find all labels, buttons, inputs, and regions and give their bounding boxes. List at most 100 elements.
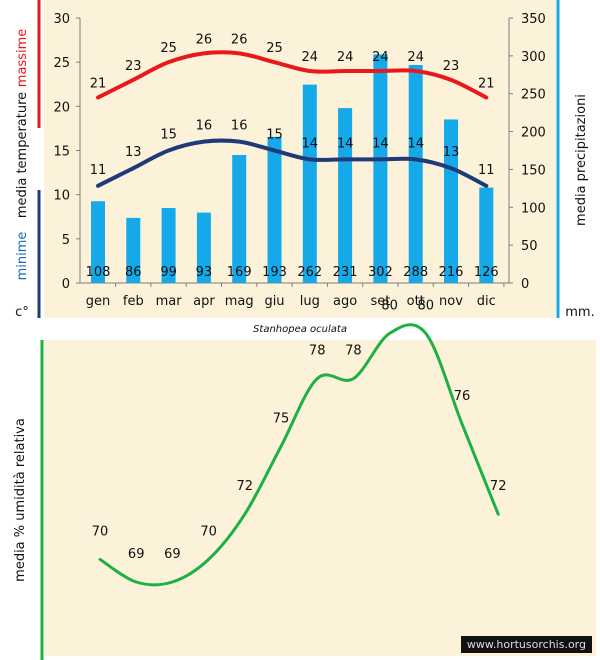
left-tick-label: 15 (53, 145, 70, 160)
max-temperature-label: 23 (125, 59, 142, 74)
min-temperature-label: 11 (478, 163, 495, 178)
humidity-axis-label: media % umidità relativa (13, 418, 28, 582)
x-tick-label: lug (300, 294, 320, 309)
max-temperature-label: 21 (90, 77, 107, 92)
precipitation-bar (373, 54, 388, 283)
x-tick-label: feb (123, 294, 144, 309)
min-temperature-label: 14 (302, 136, 319, 151)
max-temperature-label: 24 (372, 50, 389, 65)
humidity-label: 80 (418, 298, 435, 313)
precipitation-label: 99 (160, 265, 177, 280)
precipitation-label: 262 (297, 265, 322, 280)
precipitation-bar (196, 212, 211, 283)
min-temperature-label: 14 (407, 136, 424, 151)
humidity-label: 72 (490, 479, 507, 494)
min-temperature-label: 14 (372, 136, 389, 151)
max-temperature-label: 24 (302, 50, 319, 65)
max-temperature-label: 25 (266, 41, 283, 56)
right-tick-label: 150 (521, 163, 546, 178)
precipitation-label: 126 (474, 265, 499, 280)
precipitation-label: 193 (262, 265, 287, 280)
temperature-axis-label: media temperature (15, 92, 30, 218)
max-temperature-label: 26 (196, 32, 213, 47)
humidity-chart: media % umidità relativa 70 69 69 70 72 75 78 78… (13, 298, 506, 660)
precipitation-label: 288 (403, 265, 428, 280)
humidity-line (98, 323, 500, 587)
precipitation-bar (479, 187, 494, 283)
max-temperature-label: 24 (407, 50, 424, 65)
max-temperature-label: 23 (443, 59, 460, 74)
precipitation-bar (126, 217, 141, 283)
humidity-label: 70 (92, 524, 109, 539)
min-temperature-label: 13 (125, 145, 142, 160)
x-tick-label: nov (439, 294, 463, 309)
humidity-label: 69 (164, 547, 181, 562)
max-temperature-label: 26 (231, 32, 248, 47)
precipitation-label: 302 (368, 265, 393, 280)
precipitation-bar (302, 84, 317, 283)
precipitation-unit: mm. (565, 305, 594, 320)
x-tick-label: apr (193, 294, 215, 309)
x-tick-label: mar (156, 294, 183, 309)
precipitation-label: 216 (439, 265, 464, 280)
left-tick-label: 30 (53, 12, 70, 27)
humidity-label: 78 (345, 344, 362, 359)
precipitation-label: 169 (227, 265, 252, 280)
precipitation-bar (161, 208, 176, 283)
precipitation-label: 93 (196, 265, 213, 280)
humidity-label: 80 (381, 298, 398, 313)
watermark: www.hortusorchis.org (460, 636, 592, 653)
precipitation-bar (232, 155, 247, 283)
min-temperature-label: 13 (443, 145, 460, 160)
humidity-label: 78 (309, 344, 326, 359)
min-temperature-label: 16 (231, 119, 248, 134)
left-tick-label: 5 (62, 233, 70, 248)
humidity-label: 70 (200, 524, 217, 539)
humidity-label: 72 (237, 479, 254, 494)
right-tick-label: 350 (521, 12, 546, 27)
min-temperature-label: 16 (196, 119, 213, 134)
min-temperature-line (96, 138, 489, 188)
precipitation-label: 231 (333, 265, 358, 280)
x-tick-label: set (370, 294, 390, 309)
right-tick-label: 50 (521, 239, 538, 254)
left-tick-label: 20 (53, 100, 70, 115)
right-tick-label: 0 (521, 277, 529, 292)
x-tick-label: mag (225, 294, 254, 309)
precipitation-bar (91, 201, 105, 283)
max-temperature-label: 21 (478, 77, 495, 92)
right-tick-label: 250 (521, 88, 546, 103)
right-tick-label: 200 (521, 126, 546, 141)
left-tick-label: 25 (53, 56, 70, 71)
precipitation-label: 108 (86, 265, 111, 280)
precipitation-bar (408, 64, 423, 283)
right-tick-label: 300 (521, 50, 546, 65)
x-tick-label: giu (264, 294, 284, 309)
precipitation-bar (338, 108, 353, 283)
max-temperature-line (96, 50, 489, 100)
x-tick-label: ott (407, 294, 425, 309)
min-temperature-label: 15 (160, 128, 177, 143)
bottom-chart-background (44, 340, 596, 656)
temperature-unit: c° (15, 305, 29, 320)
precipitation-bar (444, 119, 458, 283)
right-tick-label: 100 (521, 201, 546, 216)
x-tick-label: gen (86, 294, 111, 309)
precipitation-axis-label: media precipitazioni (574, 94, 589, 226)
precipitation-bar (267, 136, 282, 283)
humidity-label: 75 (273, 411, 290, 426)
humidity-label: 76 (454, 389, 471, 404)
humidity-label: 69 (128, 547, 145, 562)
min-temperature-label: 14 (337, 136, 354, 151)
left-tick-label: 10 (53, 189, 70, 204)
x-tick-label: ago (333, 294, 357, 309)
x-tick-label: dic (477, 294, 496, 309)
min-axis-label: minime (15, 232, 30, 281)
max-temperature-label: 24 (337, 50, 354, 65)
left-tick-label: 0 (62, 277, 70, 292)
min-temperature-label: 15 (266, 128, 283, 143)
max-temperature-label: 25 (160, 41, 177, 56)
precipitation-label: 86 (125, 265, 142, 280)
